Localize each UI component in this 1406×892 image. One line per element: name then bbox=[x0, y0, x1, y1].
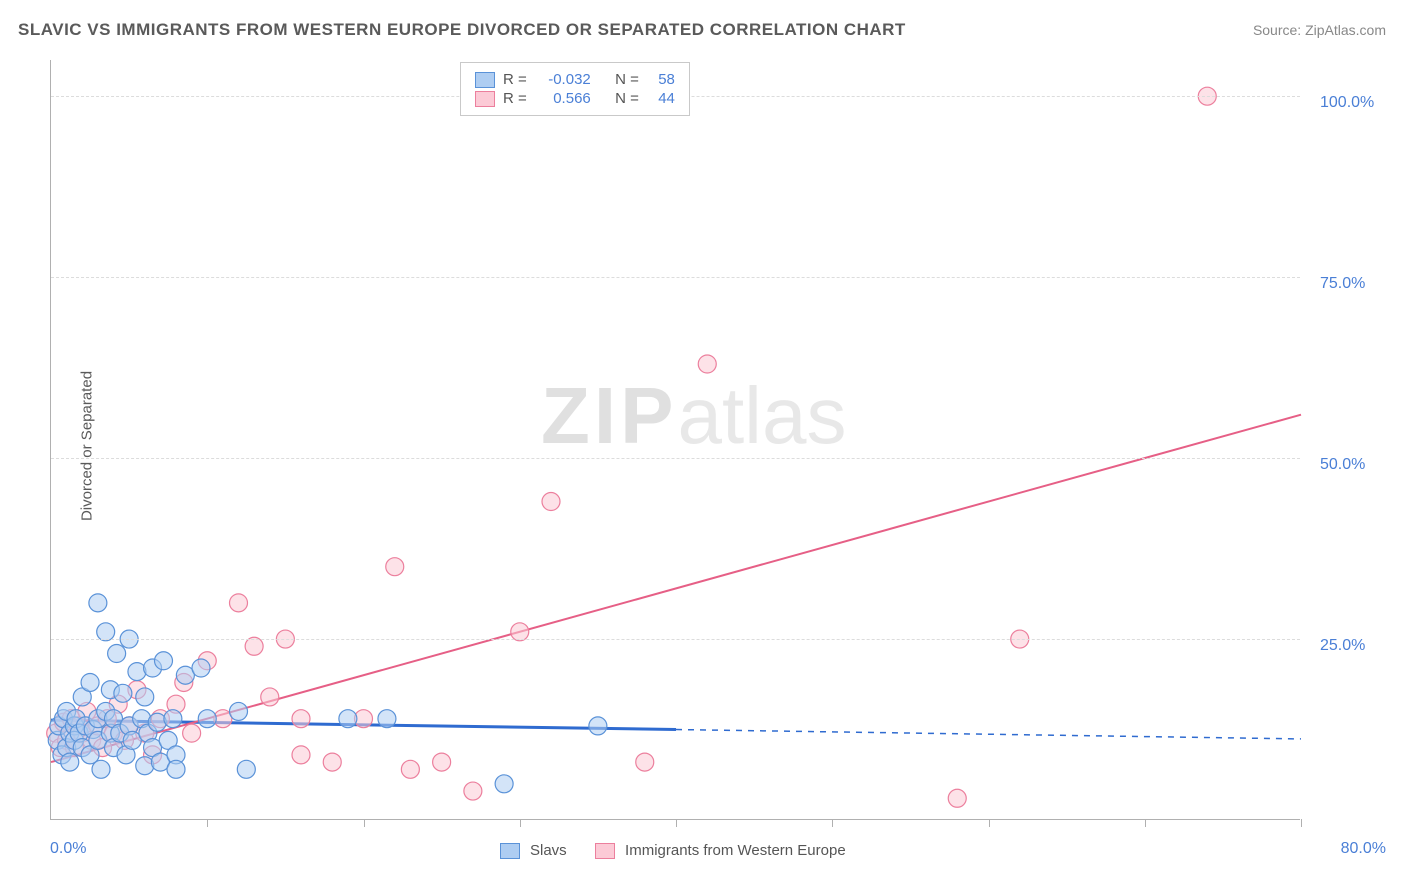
point-immigrants bbox=[948, 789, 966, 807]
swatch-blue bbox=[475, 72, 495, 88]
swatch-blue bbox=[500, 843, 520, 859]
point-immigrants bbox=[230, 594, 248, 612]
y-tick-label: 25.0% bbox=[1320, 637, 1365, 655]
x-tick-label: 80.0% bbox=[1341, 840, 1386, 858]
point-slavs bbox=[136, 688, 154, 706]
point-slavs bbox=[61, 753, 79, 771]
r-label: R = bbox=[503, 71, 527, 88]
x-tick bbox=[832, 819, 833, 827]
point-slavs bbox=[89, 594, 107, 612]
y-tick-label: 100.0% bbox=[1320, 94, 1374, 112]
y-tick-label: 75.0% bbox=[1320, 275, 1365, 293]
legend-row-immigrants: R = 0.566 N = 44 bbox=[475, 90, 675, 107]
point-slavs bbox=[114, 684, 132, 702]
point-immigrants bbox=[183, 724, 201, 742]
n-label: N = bbox=[615, 71, 639, 88]
point-slavs bbox=[230, 702, 248, 720]
n-value: 44 bbox=[647, 90, 675, 107]
legend-label-slavs: Slavs bbox=[530, 842, 567, 859]
swatch-pink bbox=[595, 843, 615, 859]
x-tick bbox=[676, 819, 677, 827]
point-slavs bbox=[81, 673, 99, 691]
x-tick-label: 0.0% bbox=[50, 840, 86, 858]
point-slavs bbox=[589, 717, 607, 735]
gridline bbox=[51, 639, 1300, 640]
legend-label-immigrants: Immigrants from Western Europe bbox=[625, 842, 846, 859]
point-immigrants bbox=[386, 558, 404, 576]
point-slavs bbox=[198, 710, 216, 728]
point-slavs bbox=[128, 663, 146, 681]
point-slavs bbox=[136, 757, 154, 775]
plot-svg bbox=[51, 60, 1300, 819]
point-slavs bbox=[164, 710, 182, 728]
point-slavs bbox=[495, 775, 513, 793]
point-slavs bbox=[92, 760, 110, 778]
legend-row-slavs: R = -0.032 N = 58 bbox=[475, 71, 675, 88]
point-immigrants bbox=[261, 688, 279, 706]
chart-title: SLAVIC VS IMMIGRANTS FROM WESTERN EUROPE… bbox=[18, 20, 906, 40]
correlation-legend: R = -0.032 N = 58 R = 0.566 N = 44 bbox=[460, 62, 690, 116]
point-slavs bbox=[237, 760, 255, 778]
point-immigrants bbox=[433, 753, 451, 771]
gridline bbox=[51, 277, 1300, 278]
point-slavs bbox=[148, 713, 166, 731]
plot-area: ZIPatlas bbox=[50, 60, 1300, 820]
gridline bbox=[51, 458, 1300, 459]
point-slavs bbox=[339, 710, 357, 728]
point-slavs bbox=[155, 652, 173, 670]
point-slavs bbox=[167, 760, 185, 778]
point-immigrants bbox=[698, 355, 716, 373]
r-label: R = bbox=[503, 90, 527, 107]
x-tick bbox=[989, 819, 990, 827]
x-tick bbox=[520, 819, 521, 827]
point-immigrants bbox=[401, 760, 419, 778]
series-legend: Slavs Immigrants from Western Europe bbox=[500, 842, 846, 859]
x-tick bbox=[364, 819, 365, 827]
x-tick bbox=[1301, 819, 1302, 827]
point-slavs bbox=[378, 710, 396, 728]
point-immigrants bbox=[464, 782, 482, 800]
point-slavs bbox=[108, 645, 126, 663]
swatch-pink bbox=[475, 91, 495, 107]
n-label: N = bbox=[615, 90, 639, 107]
point-immigrants bbox=[636, 753, 654, 771]
source-attribution: Source: ZipAtlas.com bbox=[1253, 22, 1386, 38]
point-immigrants bbox=[292, 746, 310, 764]
r-value: 0.566 bbox=[535, 90, 591, 107]
x-tick bbox=[1145, 819, 1146, 827]
trend-line-slavs-extrapolated bbox=[676, 730, 1301, 739]
x-tick bbox=[207, 819, 208, 827]
r-value: -0.032 bbox=[535, 71, 591, 88]
point-immigrants bbox=[323, 753, 341, 771]
n-value: 58 bbox=[647, 71, 675, 88]
y-tick-label: 50.0% bbox=[1320, 456, 1365, 474]
point-immigrants bbox=[542, 493, 560, 511]
point-slavs bbox=[192, 659, 210, 677]
point-immigrants bbox=[292, 710, 310, 728]
